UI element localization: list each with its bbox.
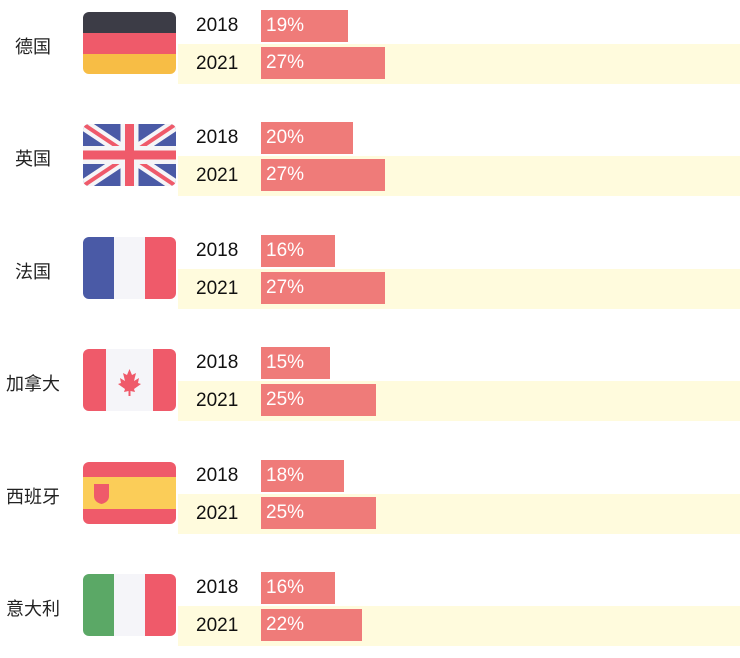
spain-flag-icon: [83, 461, 176, 524]
data-label: 27%: [266, 276, 305, 298]
bar-2021: 27%: [261, 47, 386, 79]
bar-2021: 25%: [261, 496, 376, 529]
data-label: 25%: [266, 501, 305, 523]
year-label: 2021: [196, 390, 239, 412]
data-label: 18%: [266, 464, 305, 486]
year-label: 2021: [196, 53, 239, 74]
france-flag-icon: [83, 236, 176, 299]
data-label: 16%: [266, 577, 305, 598]
country-label: 英国: [15, 149, 51, 171]
country-label: 意大利: [6, 599, 60, 620]
germany-flag-icon: [83, 12, 176, 74]
year-label: 2021: [196, 502, 239, 524]
year-label: 2018: [196, 239, 239, 261]
country-group: 英国 2018 20% 2021 27%: [0, 122, 740, 198]
data-label: 16%: [266, 239, 305, 261]
year-label: 2018: [196, 464, 239, 486]
country-group: 加拿大 2018 15% 2021 25%: [0, 347, 740, 423]
data-label: 27%: [266, 52, 305, 73]
data-label: 19%: [266, 15, 305, 36]
bar-2018: 15%: [261, 347, 330, 380]
year-label: 2021: [196, 615, 239, 636]
bar-2021: 27%: [261, 271, 386, 304]
year-label: 2018: [196, 15, 239, 36]
country-label: 法国: [15, 261, 51, 283]
data-label: 20%: [266, 127, 305, 149]
bar-2018: 19%: [261, 10, 349, 42]
country-group: 德国 2018 19% 2021 27%: [0, 10, 740, 86]
country-group: 西班牙 2018 18% 2021 25%: [0, 459, 740, 536]
year-label: 2021: [196, 165, 239, 187]
year-label: 2018: [196, 577, 239, 598]
year-label: 2018: [196, 352, 239, 374]
country-label: 德国: [15, 37, 51, 58]
data-label: 15%: [266, 352, 305, 374]
bar-2018: 16%: [261, 234, 335, 267]
canada-flag-icon: [83, 349, 176, 412]
data-label: 22%: [266, 614, 305, 635]
country-group: 意大利 2018 16% 2021 22%: [0, 572, 740, 648]
country-label: 西班牙: [6, 486, 60, 508]
bar-2018: 18%: [261, 459, 344, 492]
bar-2021: 27%: [261, 159, 386, 192]
bar-2018: 16%: [261, 572, 335, 604]
bar-2021: 22%: [261, 609, 363, 641]
uk-flag-icon: [83, 124, 176, 187]
bar-2018: 20%: [261, 122, 353, 155]
year-label: 2018: [196, 127, 239, 149]
country-group: 法国 2018 16% 2021 27%: [0, 234, 740, 311]
italy-flag-icon: [83, 574, 176, 636]
data-label: 27%: [266, 164, 305, 186]
year-label: 2021: [196, 277, 239, 299]
bar-2021: 25%: [261, 384, 376, 417]
country-label: 加拿大: [6, 374, 60, 396]
data-label: 25%: [266, 389, 305, 411]
